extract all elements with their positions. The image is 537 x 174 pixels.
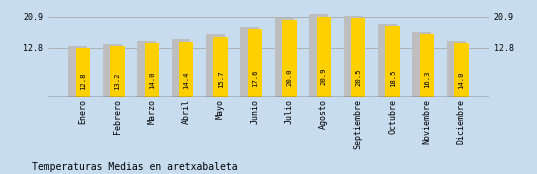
Text: 14.0: 14.0 xyxy=(459,72,465,89)
Text: 17.6: 17.6 xyxy=(252,70,258,87)
Bar xyxy=(447,41,466,97)
Text: 12.8: 12.8 xyxy=(80,73,86,90)
Text: 14.4: 14.4 xyxy=(183,72,189,89)
Bar xyxy=(213,37,228,97)
Text: Temperaturas Medias en aretxabaleta: Temperaturas Medias en aretxabaleta xyxy=(32,162,238,172)
Text: 18.5: 18.5 xyxy=(390,69,396,87)
Bar xyxy=(412,32,431,97)
Bar xyxy=(454,43,469,97)
Bar xyxy=(317,17,331,97)
Text: 16.3: 16.3 xyxy=(424,70,430,88)
Bar xyxy=(144,43,159,97)
Text: 20.0: 20.0 xyxy=(286,68,293,86)
Bar xyxy=(248,29,262,97)
Bar xyxy=(68,46,88,97)
Bar xyxy=(282,20,296,97)
Text: 14.0: 14.0 xyxy=(149,72,155,89)
Text: 15.7: 15.7 xyxy=(217,71,223,88)
Bar xyxy=(344,16,362,97)
Bar xyxy=(171,39,191,97)
Bar xyxy=(309,14,328,97)
Text: 13.2: 13.2 xyxy=(114,72,120,90)
Bar xyxy=(110,46,125,97)
Text: 20.5: 20.5 xyxy=(355,68,361,86)
Bar xyxy=(76,48,90,97)
Bar xyxy=(420,34,434,97)
Bar xyxy=(206,34,225,97)
Bar xyxy=(386,26,400,97)
Text: 20.9: 20.9 xyxy=(321,68,327,85)
Bar xyxy=(351,18,366,97)
Bar xyxy=(103,44,122,97)
Bar xyxy=(275,18,294,97)
Bar xyxy=(241,27,259,97)
Bar xyxy=(137,41,156,97)
Bar xyxy=(179,42,193,97)
Bar xyxy=(378,24,397,97)
